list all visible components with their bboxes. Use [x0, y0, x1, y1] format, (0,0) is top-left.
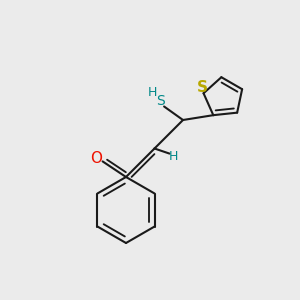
Text: O: O	[90, 151, 102, 166]
Text: S: S	[196, 80, 208, 95]
Text: H: H	[168, 149, 178, 163]
Text: S: S	[156, 94, 165, 108]
Text: H: H	[147, 86, 157, 100]
